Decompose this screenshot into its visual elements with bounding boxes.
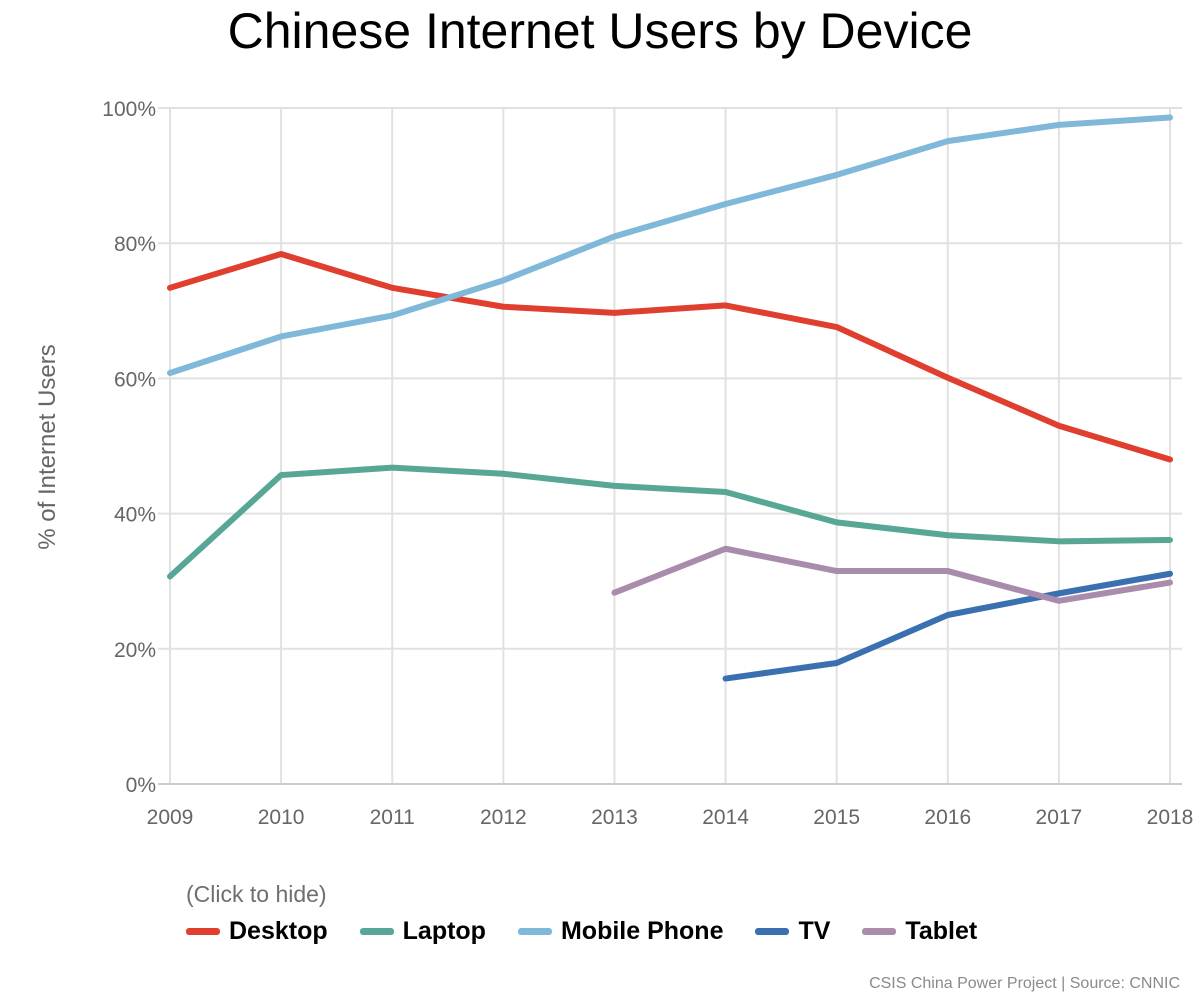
x-tick-label: 2017: [1036, 806, 1083, 829]
x-tick-label: 2009: [147, 806, 194, 829]
legend-item-tv[interactable]: TV: [755, 917, 830, 946]
x-tick-label: 2011: [370, 806, 415, 829]
legend-label: TV: [798, 917, 831, 945]
legend-label: Tablet: [905, 917, 978, 945]
legend-label: Mobile Phone: [560, 917, 724, 945]
x-tick-label: 2015: [813, 806, 860, 829]
series-line-laptop[interactable]: [167, 464, 1173, 580]
y-tick-label: 60%: [114, 368, 156, 391]
legend-swatch: [517, 928, 552, 935]
chart-title: Chinese Internet Users by Device: [227, 3, 973, 59]
series-line-tablet[interactable]: [611, 545, 1173, 604]
legend-item-tablet[interactable]: Tablet: [862, 917, 977, 946]
x-tick-label: 2012: [480, 806, 527, 829]
legend: Desktop Laptop Mobile Phone TV Tablet: [186, 917, 1009, 946]
x-axis-tick-labels: 2009 2010 2011 2012 2013 2014 2015 2016 2017 2018: [147, 806, 1194, 829]
y-tick-label: 20%: [114, 639, 156, 662]
y-tick-label: 100%: [102, 98, 156, 121]
series-line-mobile-phone[interactable]: [167, 114, 1173, 376]
legend-item-desktop[interactable]: Desktop: [186, 917, 328, 946]
y-tick-label: 80%: [114, 233, 156, 256]
legend-item-mobile-phone[interactable]: Mobile Phone: [517, 917, 724, 946]
series-lines: [167, 114, 1173, 682]
legend-item-laptop[interactable]: Laptop: [359, 917, 486, 946]
x-tick-label: 2018: [1147, 806, 1194, 829]
legend-swatch: [359, 928, 394, 935]
source-credit: CSIS China Power Project | Source: CNNIC: [869, 975, 1180, 992]
y-tick-label: 40%: [114, 504, 156, 527]
x-tick-label: 2014: [702, 806, 749, 829]
y-tick-label: 0%: [126, 774, 156, 797]
series-line-desktop[interactable]: [167, 251, 1173, 463]
legend-swatch: [755, 928, 790, 935]
series-line-tv[interactable]: [722, 570, 1173, 682]
legend-label: Laptop: [402, 917, 486, 945]
legend-swatch: [186, 928, 220, 935]
y-axis-label: % of Internet Users: [34, 344, 61, 549]
x-tick-label: 2010: [258, 806, 305, 829]
x-tick-label: 2016: [924, 806, 971, 829]
legend-swatch: [862, 928, 897, 935]
line-chart: 0%20%40%60%80%100% 2009 2010 2011 2012 2013 2…: [34, 98, 1194, 829]
x-tick-label: 2013: [591, 806, 638, 829]
legend-hint: (Click to hide): [186, 881, 327, 907]
gridlines: [158, 107, 1182, 785]
legend-label: Desktop: [229, 917, 328, 945]
y-axis-tick-labels: 0% 20% 40% 60% 80% 100%: [102, 98, 156, 797]
